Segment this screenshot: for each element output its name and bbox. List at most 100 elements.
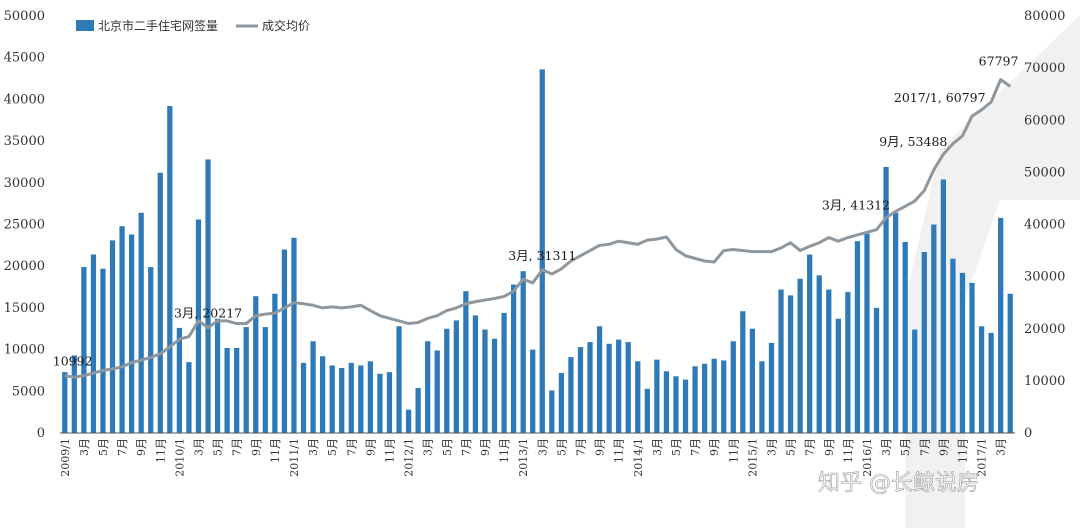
bar: [157, 172, 163, 434]
legend: 北京市二手住宅网签量 成交均价: [76, 18, 310, 33]
bar: [883, 166, 889, 433]
price-line: [64, 78, 1012, 379]
right-axis-tick-label: 70000: [1024, 61, 1065, 76]
bar: [644, 388, 650, 433]
right-axis-tick-label: 80000: [1024, 9, 1065, 24]
bar: [950, 258, 956, 433]
bar: [348, 362, 354, 433]
bar-series: [62, 69, 1013, 434]
bar: [577, 347, 584, 433]
bar: [845, 292, 851, 433]
x-axis-tick-label: 9月: [823, 438, 836, 456]
x-axis-tick-label: 11月: [383, 438, 396, 463]
price-annotation: 67797: [979, 54, 1019, 69]
x-axis-tick-label: 5月: [441, 438, 454, 456]
x-axis-tick-label: 7月: [918, 438, 931, 456]
right-axis-tick-label: 50000: [1024, 165, 1065, 180]
bar: [81, 267, 87, 433]
bar: [310, 341, 316, 433]
left-axis-tick-label: 40000: [4, 92, 45, 107]
bar: [787, 295, 794, 433]
legend-bar-label: 北京市二手住宅网签量: [98, 18, 218, 33]
bar: [835, 318, 841, 433]
left-axis-tick-label: 15000: [4, 301, 45, 316]
x-axis-tick-label: 7月: [231, 438, 244, 456]
bar: [329, 365, 335, 433]
price-annotation: 3月, 20217: [174, 306, 242, 321]
bar: [873, 307, 880, 433]
x-axis-tick-label: 5月: [326, 438, 339, 456]
bar: [224, 347, 230, 433]
bar: [740, 311, 746, 433]
x-axis-tick-label: 5月: [670, 438, 683, 456]
bar: [625, 342, 631, 433]
bar: [253, 296, 259, 433]
x-axis-tick-label: 2013/1: [517, 438, 530, 477]
bar: [291, 237, 297, 433]
bar: [1007, 293, 1013, 433]
left-axis-tick-label: 35000: [4, 134, 45, 149]
bar: [71, 355, 77, 433]
x-axis-tick-label: 5月: [97, 438, 110, 456]
bar: [969, 282, 975, 433]
x-axis-tick-label: 5月: [212, 438, 225, 456]
bar: [109, 240, 116, 433]
price-annotation: 3月, 31311: [508, 248, 576, 263]
bar: [931, 224, 937, 433]
bar: [940, 179, 946, 433]
x-axis-tick-label: 9月: [937, 438, 950, 456]
bar: [673, 376, 679, 433]
x-axis-tick-label: 3月: [536, 438, 549, 456]
bar: [434, 350, 440, 433]
bar: [119, 226, 125, 433]
x-axis-tick-label: 3月: [995, 438, 1008, 456]
bar: [978, 326, 985, 433]
bar: [176, 327, 182, 433]
bar: [616, 339, 622, 433]
x-axis-tick-label: 9月: [594, 438, 607, 456]
left-axis-tick-label: 30000: [4, 176, 45, 191]
x-axis-tick-label: 2017/1: [976, 438, 989, 477]
bar: [511, 284, 517, 433]
x-axis-tick-label: 11月: [956, 438, 969, 463]
x-axis-tick-label: 11月: [727, 438, 740, 463]
x-axis-tick-label: 2009/1: [59, 438, 72, 477]
legend-bar-swatch: [76, 20, 94, 31]
bar: [320, 356, 326, 433]
x-axis-tick-label: 3月: [307, 438, 320, 456]
bar: [988, 332, 994, 433]
bar: [339, 367, 345, 433]
bar: [148, 267, 154, 433]
bar: [396, 326, 402, 433]
bar: [377, 373, 383, 433]
bar: [367, 361, 373, 433]
bar: [893, 212, 899, 433]
bar: [62, 372, 68, 433]
bar: [635, 361, 641, 433]
left-axis-tick-label: 50000: [4, 9, 45, 24]
bar: [654, 359, 660, 433]
x-axis-tick-label: 2010/1: [173, 438, 186, 477]
bar: [759, 361, 765, 433]
price-annotation: 2017/1, 60797: [894, 90, 986, 105]
right-axis-tick-label: 30000: [1024, 270, 1065, 285]
bar: [243, 327, 249, 433]
bar: [730, 341, 736, 433]
x-axis-tick-label: 11月: [613, 438, 626, 463]
price-line-series: [64, 78, 1012, 379]
bar: [129, 234, 135, 433]
price-annotation: 10992: [53, 354, 93, 369]
bar: [472, 315, 479, 433]
background-swoosh-shape: [905, 15, 1080, 528]
x-axis-tick-label: 7月: [804, 438, 817, 456]
bar: [606, 343, 612, 433]
left-axis-tick-label: 10000: [4, 343, 45, 358]
bar: [195, 219, 202, 433]
left-y-axis: 0 5000 10000 15000 20000 25000 30000 35000 40000…: [4, 9, 45, 441]
x-axis-tick-label: 11月: [842, 438, 855, 463]
bar: [692, 366, 698, 433]
bar: [702, 363, 708, 433]
bar: [501, 312, 507, 433]
x-axis-tick-label: 2012/1: [403, 438, 416, 477]
